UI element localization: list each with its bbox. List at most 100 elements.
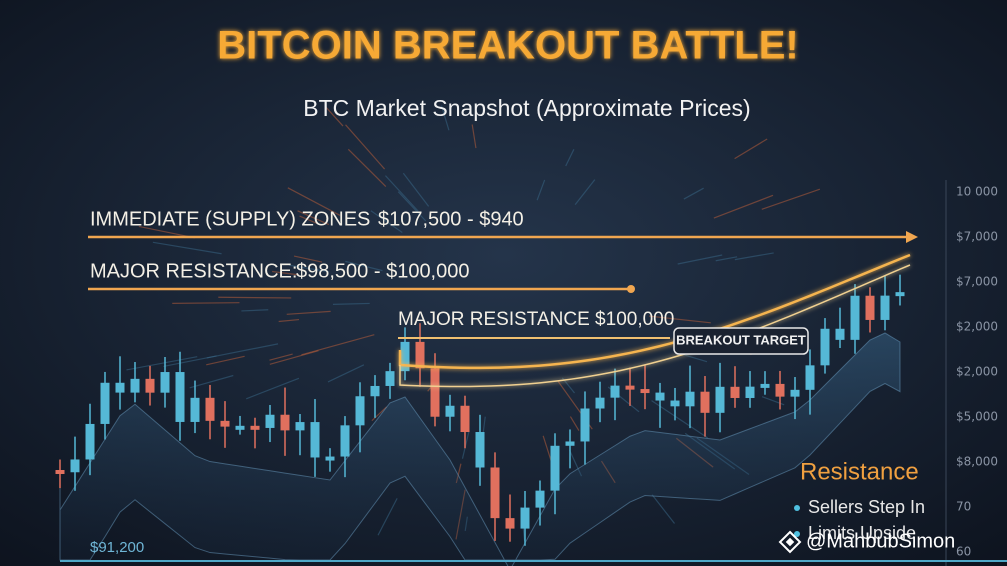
ray <box>761 188 821 210</box>
candle-body <box>655 392 665 401</box>
candle-body <box>625 385 635 390</box>
price-label: $91,200 <box>90 539 144 556</box>
candle-body <box>130 378 140 393</box>
ray <box>152 241 222 255</box>
axis-label: $7,000 <box>956 275 998 289</box>
candle-body <box>415 341 425 369</box>
ray <box>126 356 198 371</box>
axis-label: 70 <box>956 500 971 514</box>
ray <box>402 172 430 207</box>
candle-body <box>55 470 65 474</box>
ray <box>293 255 323 263</box>
candle-body <box>475 432 485 468</box>
ray <box>574 179 596 205</box>
ray <box>345 124 386 170</box>
ray <box>327 364 365 383</box>
ray <box>677 254 723 265</box>
ray <box>715 256 738 262</box>
ray <box>384 175 419 212</box>
legend-title: Resistance <box>800 458 919 485</box>
candle-body <box>190 397 200 422</box>
candle-body <box>220 420 230 427</box>
candle-body <box>760 383 770 388</box>
candle-body <box>850 295 860 340</box>
candle-body <box>205 397 215 421</box>
candle-body <box>115 382 125 393</box>
ray <box>371 406 388 422</box>
axis-label: $5,000 <box>956 410 998 424</box>
candle-body <box>640 389 650 394</box>
candle-body <box>370 385 380 397</box>
legend-bullet <box>794 531 800 537</box>
ray <box>565 149 575 167</box>
axis-label: 10 000 <box>956 185 998 199</box>
candle-body <box>715 386 725 413</box>
right-axis: 10 000 $7,000 $7,000 $2,000 $2,000 $5,000 $8,0… <box>945 180 998 566</box>
title: BITCOIN BREAKOUT BATTLE! <box>217 24 798 68</box>
ray <box>683 187 704 200</box>
subtitle: BTC Market Snapshot (Approximate Prices) <box>303 95 750 121</box>
candle-body <box>385 371 395 386</box>
candle-body <box>700 391 710 413</box>
candle-body <box>355 396 365 426</box>
ray <box>241 309 269 312</box>
ray <box>269 350 319 365</box>
legend-bullet <box>794 505 800 511</box>
ray <box>301 334 375 356</box>
resistance-label: MAJOR RESISTANCE $100,000 <box>398 309 674 330</box>
price-band <box>59 332 901 566</box>
ray <box>172 302 240 305</box>
candle-body <box>580 408 590 442</box>
candle-body <box>85 423 95 460</box>
candle-body <box>280 414 290 431</box>
ray <box>377 498 398 536</box>
candle-body <box>310 422 320 458</box>
ray <box>370 210 403 233</box>
candle-body <box>565 441 575 446</box>
watermark: @MahbubSimon <box>806 530 955 552</box>
zone-range: $107,500 - $940 <box>378 208 524 230</box>
ray <box>332 302 370 305</box>
candle-body <box>520 507 530 529</box>
candle-body <box>175 372 185 422</box>
candle-body <box>880 295 890 320</box>
ray <box>272 270 299 276</box>
candle-body <box>400 341 410 372</box>
candle-body <box>145 378 155 393</box>
axis-label: $8,000 <box>956 455 998 469</box>
candle-body <box>820 328 830 366</box>
ray <box>536 179 546 201</box>
ray <box>245 377 300 400</box>
zone-label: MAJOR RESISTANCE: <box>90 260 297 282</box>
ray <box>218 296 292 299</box>
candle-body <box>550 445 560 491</box>
ray <box>651 494 675 524</box>
candle-body <box>460 405 470 433</box>
candle-body <box>745 386 755 398</box>
ray <box>297 210 330 226</box>
ray <box>734 138 768 160</box>
candle-body <box>895 292 905 297</box>
candle-body <box>250 425 260 430</box>
candle-body <box>535 490 545 508</box>
ray <box>269 353 293 361</box>
axis-label: $2,000 <box>956 365 998 379</box>
candle-body <box>325 456 335 461</box>
ray <box>440 105 450 131</box>
axis-label: $7,000 <box>956 230 998 244</box>
candle-body <box>835 328 845 340</box>
ray <box>471 124 477 149</box>
candle-body <box>805 365 815 390</box>
zone-dot <box>627 285 635 293</box>
candle-body <box>295 422 305 431</box>
candle-body <box>865 295 875 320</box>
zone-range: $98,500 - $100,000 <box>296 260 470 282</box>
candle-body <box>70 459 80 473</box>
breakout-label: BREAKOUT TARGET <box>676 332 806 347</box>
ray <box>397 191 427 222</box>
candle-body <box>775 383 785 397</box>
candle-body <box>445 405 455 417</box>
candle-body <box>340 425 350 457</box>
axis-label: $2,000 <box>956 320 998 334</box>
